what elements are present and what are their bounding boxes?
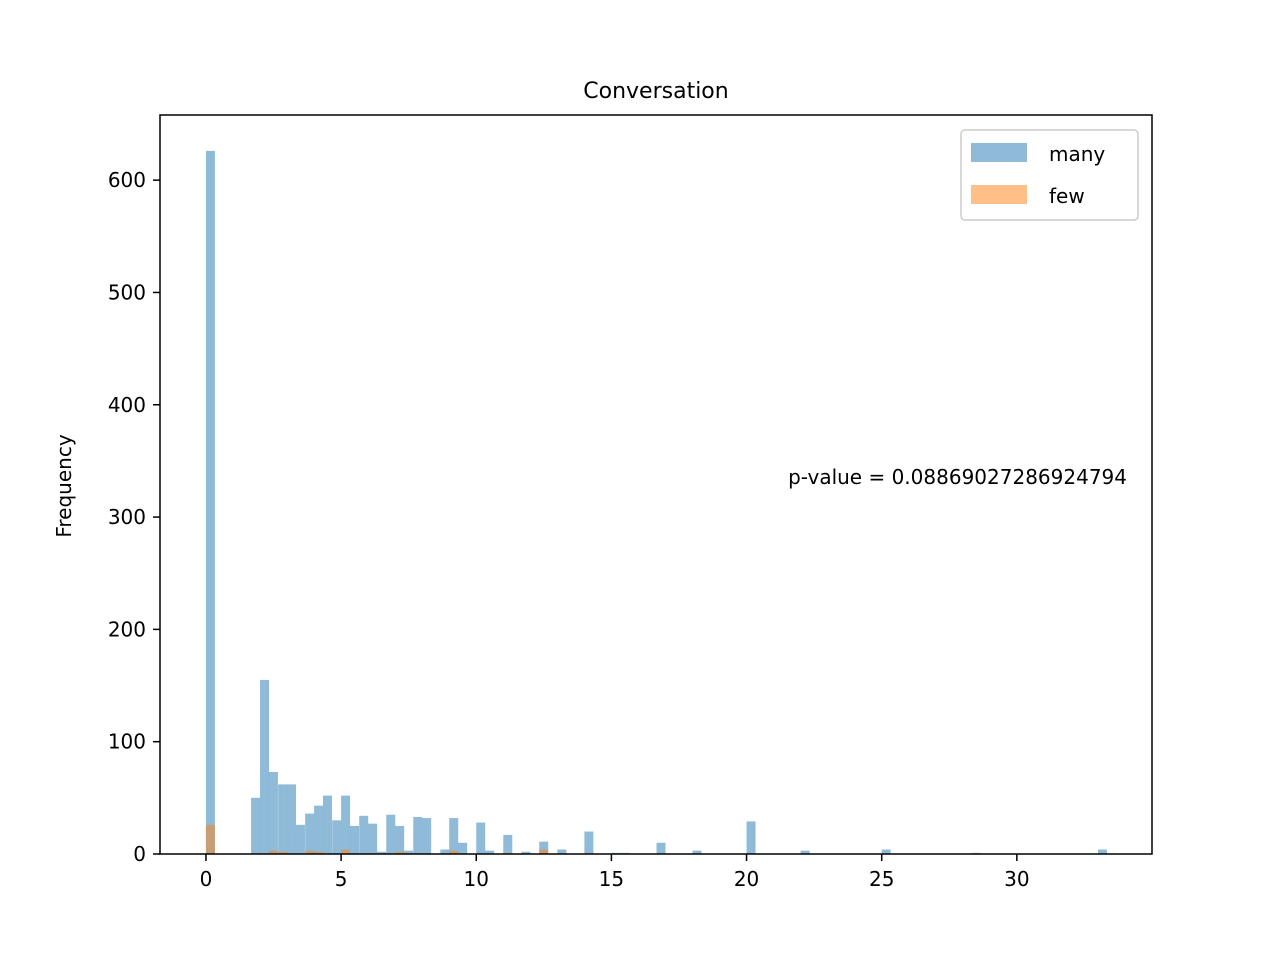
bar-many-22 [449,818,459,854]
bar-few-0 [205,824,215,854]
x-tick-label-6: 30 [1004,867,1029,891]
bar-many-36 [800,850,810,854]
bar-many-25 [485,850,495,854]
bar-few-2 [278,851,288,854]
y-tick-label-3: 300 [108,505,146,529]
y-tick-label-6: 600 [108,168,146,192]
bar-many-34 [692,850,702,854]
bar-many-20 [422,818,432,854]
bar-many-23 [458,842,468,854]
bar-many-12 [350,825,360,854]
x-tick-label-4: 20 [734,867,759,891]
bar-many-2 [260,679,270,854]
bar-many-17 [395,825,405,854]
legend-label-few: few [1049,184,1085,208]
bar-many-24 [476,822,486,854]
bar-many-35 [746,821,756,854]
bar-many-26 [503,834,513,854]
bar-many-5 [287,784,297,854]
bar-many-14 [368,823,378,854]
y-tick-label-5: 500 [108,280,146,304]
bar-many-19 [413,816,423,854]
bar-many-8 [314,805,324,854]
bar-many-11 [341,795,351,854]
legend-swatch-few [971,185,1027,204]
bar-few-8 [449,850,459,854]
bar-many-4 [278,784,288,854]
bar-many-21 [440,849,450,854]
bar-many-28 [539,841,549,854]
bar-few-6 [395,851,405,854]
bar-many-13 [359,815,369,854]
bar-few-1 [268,850,278,854]
legend-swatch-many [971,143,1027,162]
bar-many-16 [386,814,396,854]
bar-few-4 [314,851,324,854]
bar-few-5 [341,849,351,854]
y-tick-label-0: 0 [133,842,146,866]
x-tick-label-2: 10 [464,867,489,891]
x-tick-label-1: 5 [335,867,348,891]
bar-many-7 [305,813,315,854]
bar-many-18 [404,850,414,854]
bar-many-33 [656,842,666,854]
bar-many-37 [881,849,891,854]
bars-layer [205,150,1107,854]
x-tick-label-5: 25 [869,867,894,891]
chart-title: Conversation [583,79,728,104]
x-tick-label-0: 0 [200,867,213,891]
y-tick-label-4: 400 [108,393,146,417]
bar-few-3 [305,850,315,854]
bar-many-0 [205,150,215,854]
bar-many-15 [377,851,387,854]
bar-many-9 [322,795,332,854]
bar-few-10 [539,849,549,854]
bar-many-27 [521,851,531,854]
bar-many-3 [268,772,278,854]
bar-many-39 [1097,849,1107,854]
x-tick-label-3: 15 [599,867,624,891]
plot-frame [159,114,1153,855]
legend-label-many: many [1049,142,1105,166]
y-tick-label-1: 100 [108,730,146,754]
y-tick-label-2: 200 [108,617,146,641]
y-axis-label: Frequency [52,434,76,537]
bar-many-29 [557,849,567,854]
bar-many-1 [251,797,261,854]
bar-many-6 [295,824,305,854]
p-value-annotation: p-value = 0.08869027286924794 [788,465,1127,489]
legend: many few [960,129,1139,221]
bar-many-30 [584,831,594,854]
bar-many-10 [332,820,342,854]
